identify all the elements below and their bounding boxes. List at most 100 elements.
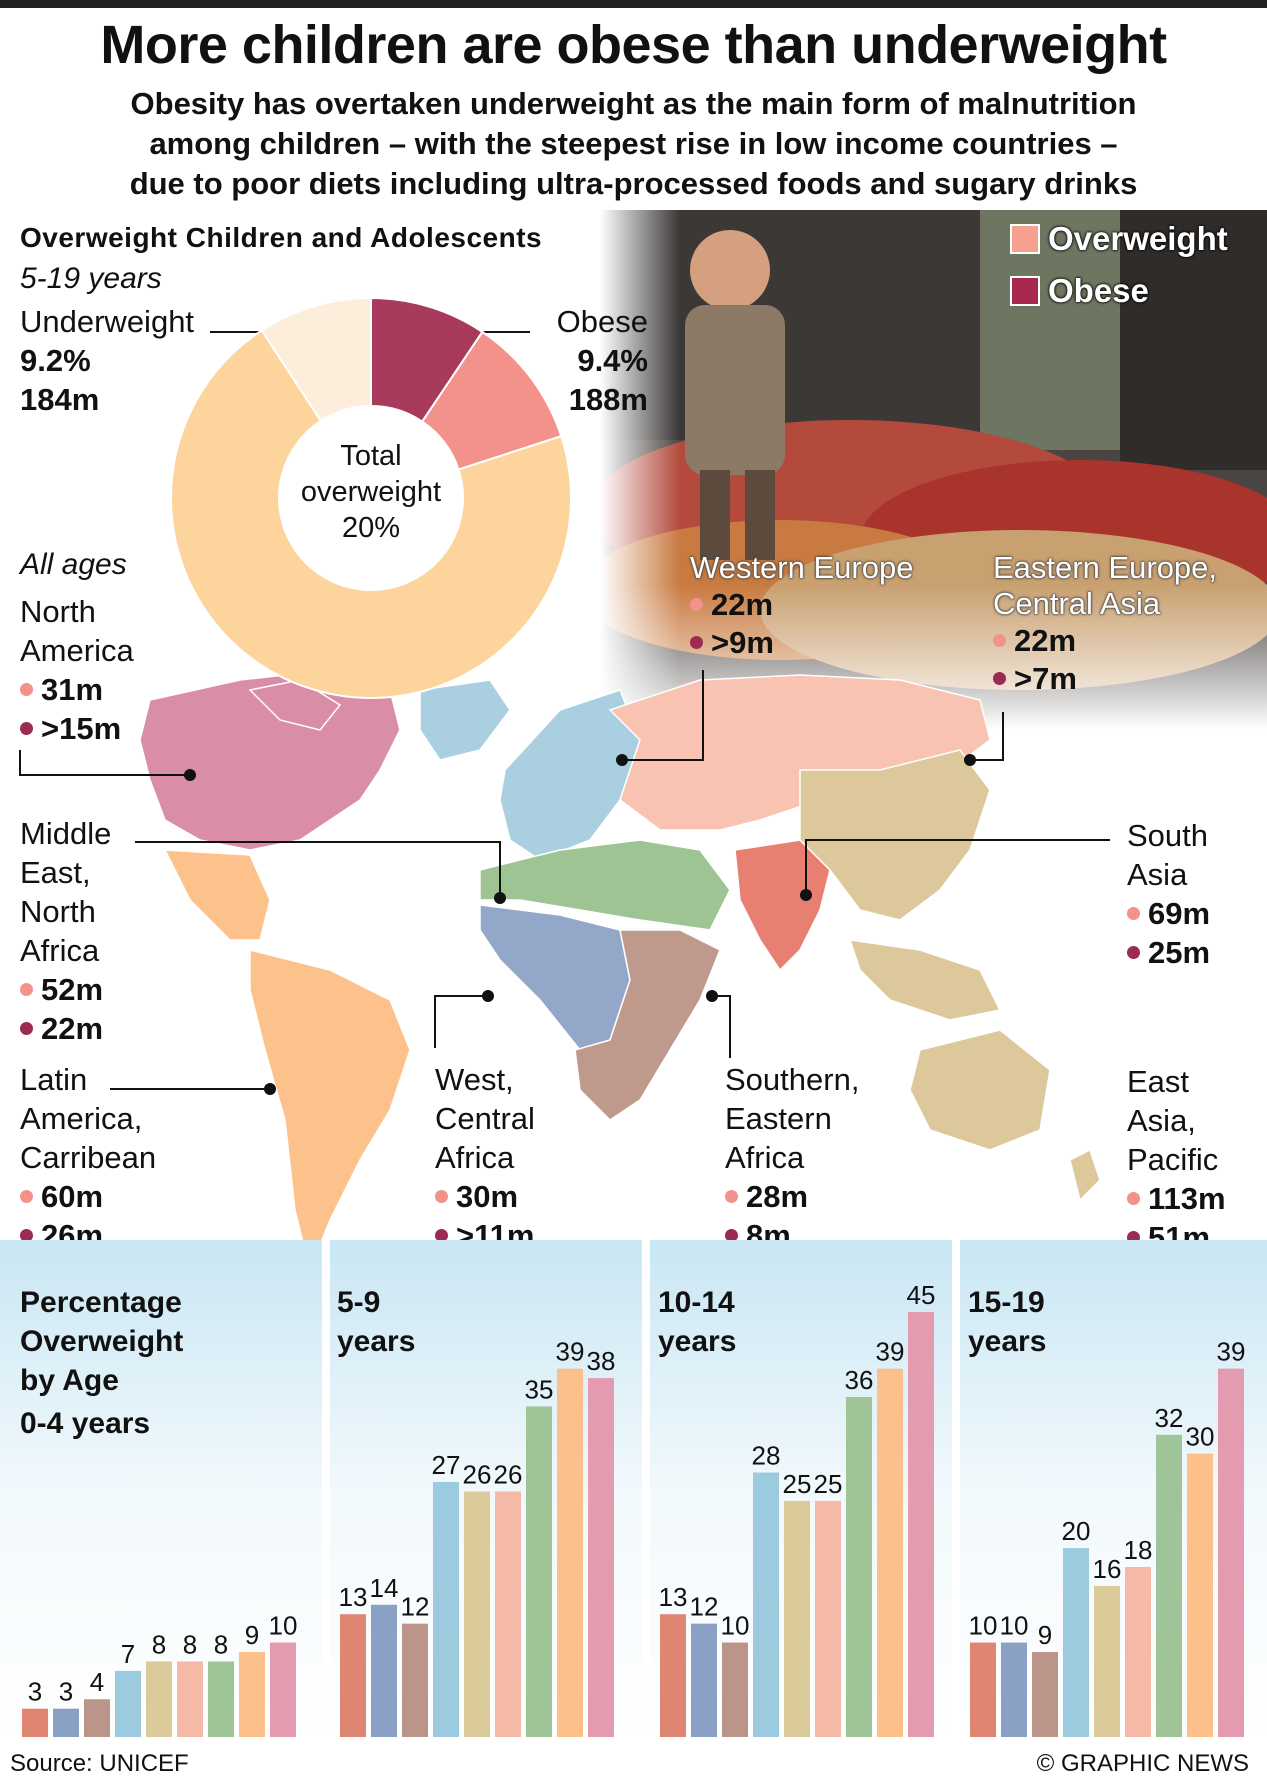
bar-value-label: 27 bbox=[432, 1450, 461, 1480]
bar bbox=[691, 1623, 717, 1737]
overweight-dot bbox=[20, 1190, 33, 1204]
region-overweight: 113m bbox=[1148, 1181, 1226, 1216]
bar-value-label: 13 bbox=[339, 1582, 368, 1612]
obese-dot bbox=[20, 1229, 33, 1243]
bar-value-label: 10 bbox=[1000, 1611, 1029, 1641]
region-latin-america: Latin America, Carribean 60m 26m bbox=[20, 1060, 156, 1255]
obese-dot bbox=[993, 672, 1006, 686]
bar bbox=[433, 1482, 459, 1737]
bar-value-label: 13 bbox=[659, 1582, 688, 1612]
bar-value-label: 3 bbox=[28, 1677, 42, 1707]
region-name: America bbox=[20, 633, 134, 668]
bar bbox=[22, 1708, 48, 1737]
obese-count: 188m bbox=[568, 382, 648, 417]
region-western-europe: Western Europe 22m >9m bbox=[690, 550, 913, 662]
region-overweight: 69m bbox=[1148, 896, 1211, 931]
obese-dot bbox=[690, 636, 703, 650]
region-name: East bbox=[1127, 1064, 1190, 1099]
top-rule bbox=[0, 0, 1267, 8]
bar-value-label: 7 bbox=[121, 1639, 135, 1669]
bar bbox=[815, 1500, 841, 1737]
overweight-dot bbox=[725, 1190, 738, 1204]
bar-value-label: 12 bbox=[401, 1592, 430, 1622]
region-name: Central bbox=[435, 1101, 535, 1136]
bar bbox=[402, 1623, 428, 1737]
region-name: Central Asia bbox=[993, 586, 1161, 621]
bars-heading-line: Percentage bbox=[20, 1286, 182, 1319]
obese-dot bbox=[20, 1022, 33, 1036]
panel-label-0-4: 0-4 years bbox=[20, 1407, 151, 1440]
bar-value-label: 38 bbox=[587, 1346, 616, 1376]
bar-value-label: 9 bbox=[1038, 1620, 1052, 1650]
panel-divider bbox=[642, 1240, 650, 1745]
legend-overweight: Overweight bbox=[1010, 220, 1228, 258]
regions-note: All ages bbox=[20, 548, 127, 581]
region-obese: >7m bbox=[1014, 661, 1077, 696]
bar bbox=[557, 1368, 583, 1737]
source-note: Source: UNICEF bbox=[10, 1750, 189, 1777]
page-title: More children are obese than underweight bbox=[100, 15, 1167, 75]
bar-value-label: 10 bbox=[721, 1611, 750, 1641]
donut-chart bbox=[170, 296, 572, 699]
overweight-dot bbox=[20, 683, 33, 697]
region-west-central-africa: West, Central Africa 30m >11m bbox=[435, 1060, 535, 1255]
bar-value-label: 3 bbox=[59, 1677, 73, 1707]
market-photo bbox=[600, 210, 1267, 730]
bar bbox=[722, 1642, 748, 1737]
bar-value-label: 25 bbox=[814, 1469, 843, 1499]
bar bbox=[270, 1642, 296, 1737]
region-north-america: North America 31m >15m bbox=[20, 592, 134, 748]
donut-heading: Overweight Children and Adolescents bbox=[20, 222, 543, 253]
bars-heading: Percentage Overweight by Age 0-4 years bbox=[20, 1283, 183, 1443]
region-overweight: 22m bbox=[1014, 623, 1077, 658]
region-name: South bbox=[1127, 818, 1209, 853]
panel-divider bbox=[952, 1240, 960, 1745]
underweight-callout: Underweight 9.2% 184m bbox=[20, 302, 194, 419]
bar bbox=[784, 1500, 810, 1737]
bar-value-label: 8 bbox=[214, 1629, 228, 1659]
region-east-asia: East Asia, Pacific 113m 51m bbox=[1127, 1062, 1226, 1257]
region-mena: Middle East, North Africa 52m 22m bbox=[20, 814, 111, 1048]
bar bbox=[495, 1491, 521, 1737]
region-name: America, bbox=[20, 1101, 143, 1136]
donut-age-note: 5-19 years bbox=[20, 262, 162, 295]
bar bbox=[239, 1652, 265, 1737]
bar-value-label: 39 bbox=[556, 1337, 585, 1367]
underweight-label: Underweight bbox=[20, 304, 195, 339]
bar-value-label: 18 bbox=[1124, 1535, 1153, 1565]
bar-value-label: 9 bbox=[245, 1620, 259, 1650]
region-name: Middle bbox=[20, 816, 112, 851]
subtitle-line: among children – with the steepest rise … bbox=[149, 126, 1118, 161]
subtitle-line: Obesity has overtaken underweight as the… bbox=[130, 86, 1137, 121]
obese-dot bbox=[435, 1229, 448, 1243]
region-obese: >9m bbox=[711, 625, 774, 660]
region-name: Africa bbox=[725, 1140, 805, 1175]
region-name: Western Europe bbox=[690, 550, 914, 585]
overweight-swatch bbox=[1010, 224, 1040, 254]
bar bbox=[970, 1642, 996, 1737]
bar bbox=[877, 1368, 903, 1737]
bar bbox=[660, 1614, 686, 1737]
bar bbox=[177, 1661, 203, 1737]
bar bbox=[371, 1604, 397, 1737]
bar bbox=[753, 1472, 779, 1737]
region-overweight: 28m bbox=[746, 1179, 809, 1214]
region-overweight: 60m bbox=[41, 1179, 104, 1214]
panel-label-line: years bbox=[337, 1325, 416, 1358]
obese-dot bbox=[20, 722, 33, 736]
subtitle: Obesity has overtaken underweight as the… bbox=[30, 84, 1237, 204]
bar-value-label: 36 bbox=[845, 1365, 874, 1395]
bar-value-label: 10 bbox=[969, 1611, 998, 1641]
bar bbox=[846, 1397, 872, 1737]
bar bbox=[1001, 1642, 1027, 1737]
panel-divider bbox=[322, 1240, 330, 1745]
obese-dot bbox=[1127, 946, 1140, 960]
bar-value-label: 28 bbox=[752, 1441, 781, 1471]
underweight-pct: 9.2% bbox=[20, 343, 91, 378]
region-name: Asia, bbox=[1127, 1103, 1196, 1138]
region-obese: 25m bbox=[1148, 935, 1211, 970]
donut-hole bbox=[285, 412, 457, 584]
region-obese: >15m bbox=[41, 711, 122, 746]
